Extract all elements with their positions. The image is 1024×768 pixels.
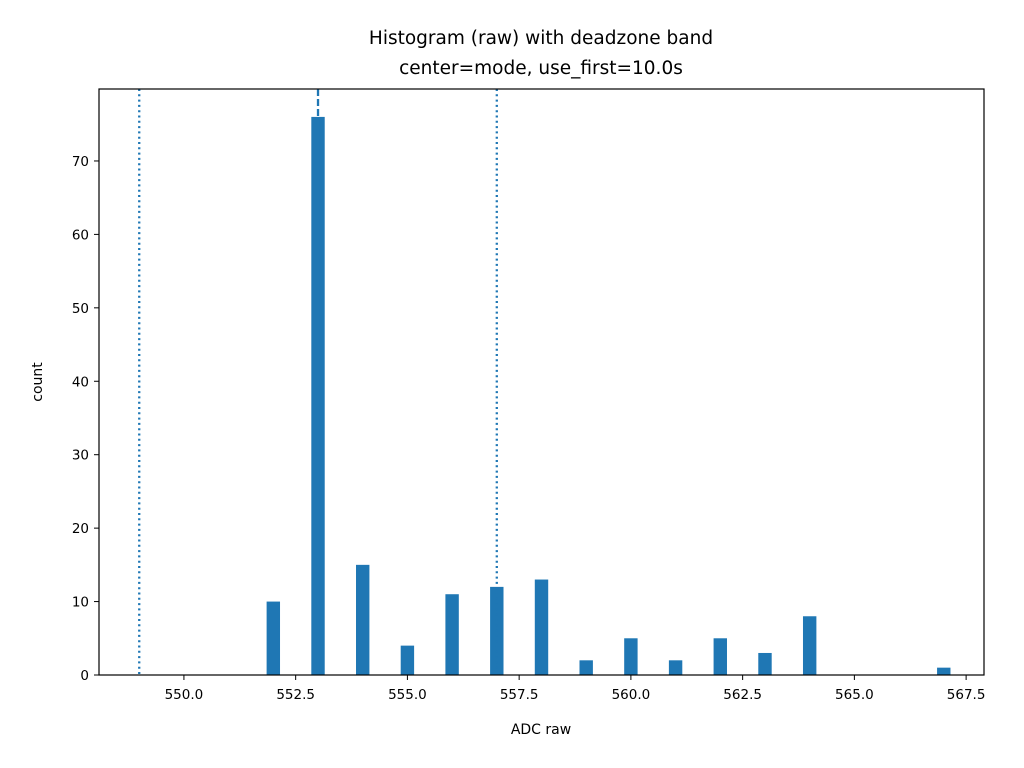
histogram-bar: [802, 616, 817, 675]
y-tick-label: 40: [72, 374, 89, 390]
x-tick-label: 552.5: [276, 687, 315, 703]
y-tick-label: 50: [72, 301, 89, 317]
x-tick-label: 562.5: [723, 687, 762, 703]
x-tick-label: 560.0: [612, 687, 651, 703]
y-axis-ticks: 0 10 20 30 40 50 60 70: [72, 154, 99, 684]
y-tick-label: 0: [80, 668, 89, 684]
x-tick-label: 565.0: [835, 687, 874, 703]
histogram-bar: [579, 660, 593, 675]
chart-subtitle: center=mode, use_first=10.0s: [399, 58, 683, 79]
y-tick-label: 20: [72, 521, 89, 537]
histogram-bar: [266, 601, 281, 675]
y-tick-label: 70: [72, 154, 89, 170]
histogram-bar: [400, 645, 415, 675]
y-tick-label: 10: [72, 595, 89, 611]
y-tick-label: 60: [72, 227, 89, 243]
y-axis-label: count: [30, 362, 46, 402]
histogram-bar: [534, 579, 549, 675]
y-tick-label: 30: [72, 448, 89, 464]
histogram-bar: [713, 638, 727, 675]
histogram-bar: [668, 660, 683, 675]
bars-layer: [266, 116, 951, 675]
x-tick-label: 567.5: [947, 687, 986, 703]
histogram-bar: [937, 667, 951, 675]
vlines-layer: [138, 89, 498, 675]
x-tick-label: 557.5: [500, 687, 539, 703]
histogram-bar: [356, 564, 370, 675]
x-axis-label: ADC raw: [511, 722, 571, 738]
x-tick-label: 550.0: [165, 687, 204, 703]
x-tick-label: 555.0: [388, 687, 427, 703]
histogram-bar: [445, 594, 459, 675]
chart-title: Histogram (raw) with deadzone band: [369, 28, 713, 49]
x-axis-ticks: 550.0 552.5 555.0 557.5 560.0 562.5 565.0 567.5: [165, 675, 986, 703]
plot-frame: [98, 88, 985, 676]
histogram-bar: [624, 638, 638, 675]
histogram-bar: [758, 652, 772, 675]
